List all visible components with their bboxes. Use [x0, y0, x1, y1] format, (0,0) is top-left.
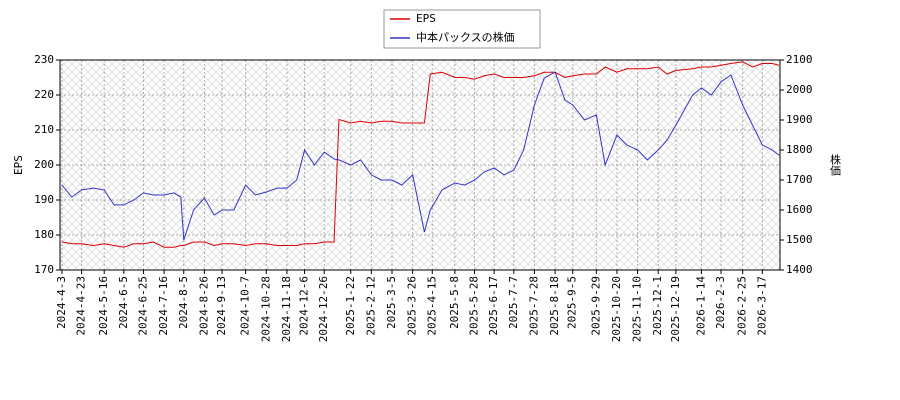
x-tick-label: 2024-5-16 — [97, 276, 110, 336]
x-tick-label: 2025-4-15 — [425, 276, 438, 336]
y2-tick-label: 1600 — [786, 203, 813, 216]
legend-box — [383, 9, 541, 49]
x-tick-label: 2025-1-22 — [344, 276, 357, 336]
x-tick-label: 2024-12-6 — [298, 276, 311, 336]
lines — [61, 61, 780, 248]
legend: EPS 中本パックスの株価 — [383, 9, 541, 49]
y2-tick-label: 1900 — [786, 113, 813, 126]
x-tick-label: 2024-8-5 — [177, 276, 190, 329]
y2-tick-label: 2000 — [786, 83, 813, 96]
x-tick-label: 2025-5-28 — [468, 276, 481, 336]
x-tick-label: 2025-7-7 — [507, 276, 520, 329]
x-tick-label: 2026-2-25 — [736, 276, 749, 336]
x-tick-label: 2025-12-19 — [669, 276, 682, 342]
y-tick-label: 210 — [34, 123, 54, 136]
x-tick-label: 2024-12-26 — [317, 276, 330, 342]
x-tick-label: 2024-6-25 — [136, 276, 149, 336]
y2-axis-label: 株価 — [829, 153, 842, 176]
x-tick-label: 2024-7-16 — [157, 276, 170, 336]
series-line — [61, 61, 780, 248]
x-tick-label: 2024-8-26 — [197, 276, 210, 336]
y2-tick-label: 1800 — [786, 143, 813, 156]
x-tick-label: 2024-10-28 — [259, 276, 272, 342]
grid — [60, 59, 780, 271]
x-tick-label: 2025-9-5 — [566, 276, 579, 329]
y-tick-label: 180 — [34, 228, 54, 241]
x-tick-label: 2024-6-5 — [117, 276, 130, 329]
x-tick-label: 2025-11-10 — [631, 276, 644, 342]
x-tick-label: 2025-9-29 — [589, 276, 602, 336]
x-tick-label: 2025-5-8 — [448, 276, 461, 329]
x-tick-label: 2025-3-26 — [406, 276, 419, 336]
legend-label: 中本パックスの株価 — [416, 30, 515, 44]
x-tick-label: 2025-6-17 — [487, 276, 500, 336]
y2-tick-label: 1400 — [786, 263, 813, 276]
x-tick-label: 2025-3-5 — [385, 276, 398, 329]
y-tick-label: 230 — [34, 53, 54, 66]
y-tick-label: 190 — [34, 193, 54, 206]
x-tick-label: 2024-4-3 — [55, 276, 68, 329]
x-tick-label: 2024-10-7 — [239, 276, 252, 336]
x-tick-label: 2025-10-20 — [610, 276, 623, 342]
x-tick-label: 2026-3-17 — [755, 276, 768, 336]
series-line — [61, 71, 780, 241]
x-tick-label: 2025-8-18 — [548, 276, 561, 336]
x-tick-label: 2024-4-23 — [75, 276, 88, 336]
legend-label: EPS — [416, 12, 436, 25]
x-tick-label: 2026-1-14 — [694, 276, 707, 336]
x-tick-label: 2024-11-18 — [280, 276, 293, 342]
x-tick-label: 2025-2-12 — [364, 276, 377, 336]
y2-tick-label: 2100 — [786, 53, 813, 66]
x-tick-label: 2025-7-28 — [527, 276, 540, 336]
y2-tick-label: 1700 — [786, 173, 813, 186]
y2-tick-label: 1500 — [786, 233, 813, 246]
x-tick-label: 2026-2-3 — [714, 276, 727, 329]
x-tick-label: 2024-9-13 — [215, 276, 228, 336]
y-tick-label: 200 — [34, 158, 54, 171]
y-tick-label: 220 — [34, 88, 54, 101]
y-axis-label: EPS — [12, 155, 25, 175]
x-tick-label: 2025-12-1 — [651, 276, 664, 336]
y-tick-label: 170 — [34, 263, 54, 276]
